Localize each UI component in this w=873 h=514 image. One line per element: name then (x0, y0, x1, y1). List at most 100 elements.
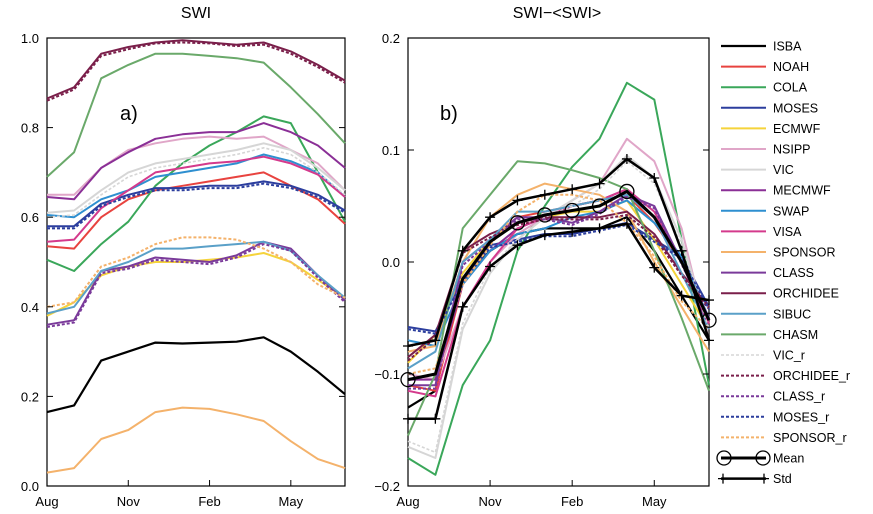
legend-label-moses: MOSES (773, 101, 818, 115)
panel-b-label: b) (440, 103, 458, 125)
panel-a-series (46, 39, 346, 474)
panel-a-label: a) (120, 103, 138, 125)
panel-a-ytick-label: 0.2 (21, 389, 39, 404)
legend-label-class: CLASS (773, 266, 814, 280)
panel-a-title: SWI (181, 5, 211, 22)
panel-b-point-std (676, 245, 687, 256)
panel-a-line-sponsor-r (46, 236, 346, 308)
panel-b-point-std (512, 195, 523, 206)
panel-a-xtick-label: Nov (117, 494, 141, 509)
legend-label-class-r: CLASS_r (773, 390, 825, 404)
panel-a-line-moses (47, 180, 346, 228)
panel-b-point-mean (509, 215, 526, 231)
panel-b-point-std-lower (649, 262, 660, 273)
panel-a-line-orchidee (46, 39, 346, 100)
panel-a: SWI 0.0 0.2 0.4 0.6 0.8 1.0 Aug Nov Feb May a) (21, 5, 346, 509)
legend-label-cola: COLA (773, 81, 808, 95)
legend-label-orchidee: ORCHIDEE (773, 287, 839, 301)
legend-label-mecmwf: MECMWF (773, 184, 831, 198)
panel-b-ytick-label: −0.1 (374, 367, 400, 382)
panel-a-line-moses-r (47, 182, 346, 230)
panel-b-xtick-label: Feb (561, 494, 583, 509)
panel-a-line-class-r (46, 243, 346, 328)
legend-label-sibuc: SIBUC (773, 307, 811, 321)
panel-a-xtick-label: May (279, 494, 304, 509)
legend-label-sponsor-r: SPONSOR_r (773, 431, 847, 445)
panel-b-point-std (594, 178, 605, 189)
panel-b-xtick-label: Nov (479, 494, 503, 509)
panel-a-ytick-label: 0.6 (21, 210, 39, 225)
legend-label-nsipp: NSIPP (773, 143, 811, 157)
panel-a-line-class (46, 240, 346, 326)
panel-a-line-visa (46, 155, 346, 243)
legend-label-vic: VIC (773, 163, 794, 177)
panel-b-point-mean (564, 202, 580, 219)
legend-label-orchidee-r: ORCHIDEE_r (773, 369, 850, 383)
panel-b-point-std (457, 245, 468, 256)
panel-b-point-std (649, 173, 660, 183)
panel-b-point-std-lower (539, 230, 550, 241)
legend-label-std: Std (773, 472, 792, 486)
panel-b-line-std-lower (408, 222, 710, 421)
panel-a-ytick-label: 0.8 (21, 121, 39, 136)
panel-b-ytick-label: 0.1 (382, 143, 400, 158)
panel-b-point-std-lower (704, 295, 714, 306)
panel-b-point-std (704, 335, 714, 346)
legend: ISBA NOAH COLA MOSES ECMWF NSIPP VIC MECMWF SWAP… (716, 40, 850, 486)
panel-b-line-std (407, 157, 711, 348)
panel-b-point-std-lower (621, 218, 632, 229)
panel-a-ticks: 0.0 0.2 0.4 0.6 0.8 1.0 Aug Nov Feb May (21, 31, 345, 509)
legend-label-visa: VISA (773, 225, 802, 239)
panel-a-ytick-label: 1.0 (21, 31, 39, 46)
panel-b-point-std-lower (457, 301, 468, 312)
panel-b-xtick-label: Aug (396, 494, 419, 509)
legend-label-chasm: CHASM (773, 328, 818, 342)
legend-label-ecmwf: ECMWF (773, 122, 821, 136)
panel-a-ytick-label: 0.0 (21, 479, 39, 494)
legend-marker-std (759, 473, 769, 484)
panel-a-xtick-label: Feb (198, 494, 220, 509)
panel-a-xtick-label: Aug (35, 494, 58, 509)
panel-b-point-std-lower (676, 290, 687, 301)
panel-b-series (400, 81, 717, 476)
legend-marker-mean (755, 450, 771, 466)
legend-label-vic-r: VIC_r (773, 349, 805, 363)
legend-label-mean: Mean (773, 452, 804, 466)
panel-a-line-cola (46, 115, 346, 272)
panel-a-line-sponsor (46, 406, 346, 474)
panel-b-ticks: −0.2 −0.1 0.0 0.1 0.2 Aug Nov Feb May (374, 31, 709, 509)
legend-label-isba: ISBA (773, 40, 802, 54)
panel-b-point-std (567, 184, 578, 195)
panel-b-point-std-lower (567, 226, 578, 237)
panel-b-point-std-lower (403, 413, 413, 424)
panel-b-ytick-label: 0.2 (382, 31, 400, 46)
panel-b-line-class-r (408, 196, 710, 390)
panel-a-line-orchidee-r (46, 41, 346, 102)
legend-label-swap: SWAP (773, 204, 809, 218)
panel-b-line-mean (407, 189, 711, 382)
legend-marker-std (718, 473, 728, 484)
panel-a-frame (46, 37, 346, 487)
panel-b-point-mean (591, 198, 608, 214)
panel-a-line-vic-r (46, 147, 346, 218)
panel-a-ytick-label: 0.4 (21, 300, 39, 315)
panel-a-line-swap (46, 153, 346, 219)
panel-b-ytick-label: −0.2 (374, 479, 400, 494)
panel-b-point-std (621, 153, 632, 164)
panel-b-point-std (539, 189, 550, 200)
panel-b-point-std (403, 341, 413, 351)
panel-b-title: SWI−<SWI> (513, 5, 601, 22)
panel-b-xtick-label: May (642, 494, 667, 509)
legend-label-sponsor: SPONSOR (773, 246, 836, 260)
panel-a-line-isba (46, 336, 346, 414)
legend-marker-mean (716, 450, 732, 466)
legend-label-moses-r: MOSES_r (773, 410, 829, 424)
panel-a-line-vic (46, 142, 346, 214)
panel-b-point-std-lower (430, 413, 441, 424)
panel-b-point-mean (400, 371, 416, 388)
panel-b-point-mean (537, 207, 553, 223)
panel-b-point-std-lower (594, 223, 605, 234)
panel-b-point-std (485, 212, 496, 223)
